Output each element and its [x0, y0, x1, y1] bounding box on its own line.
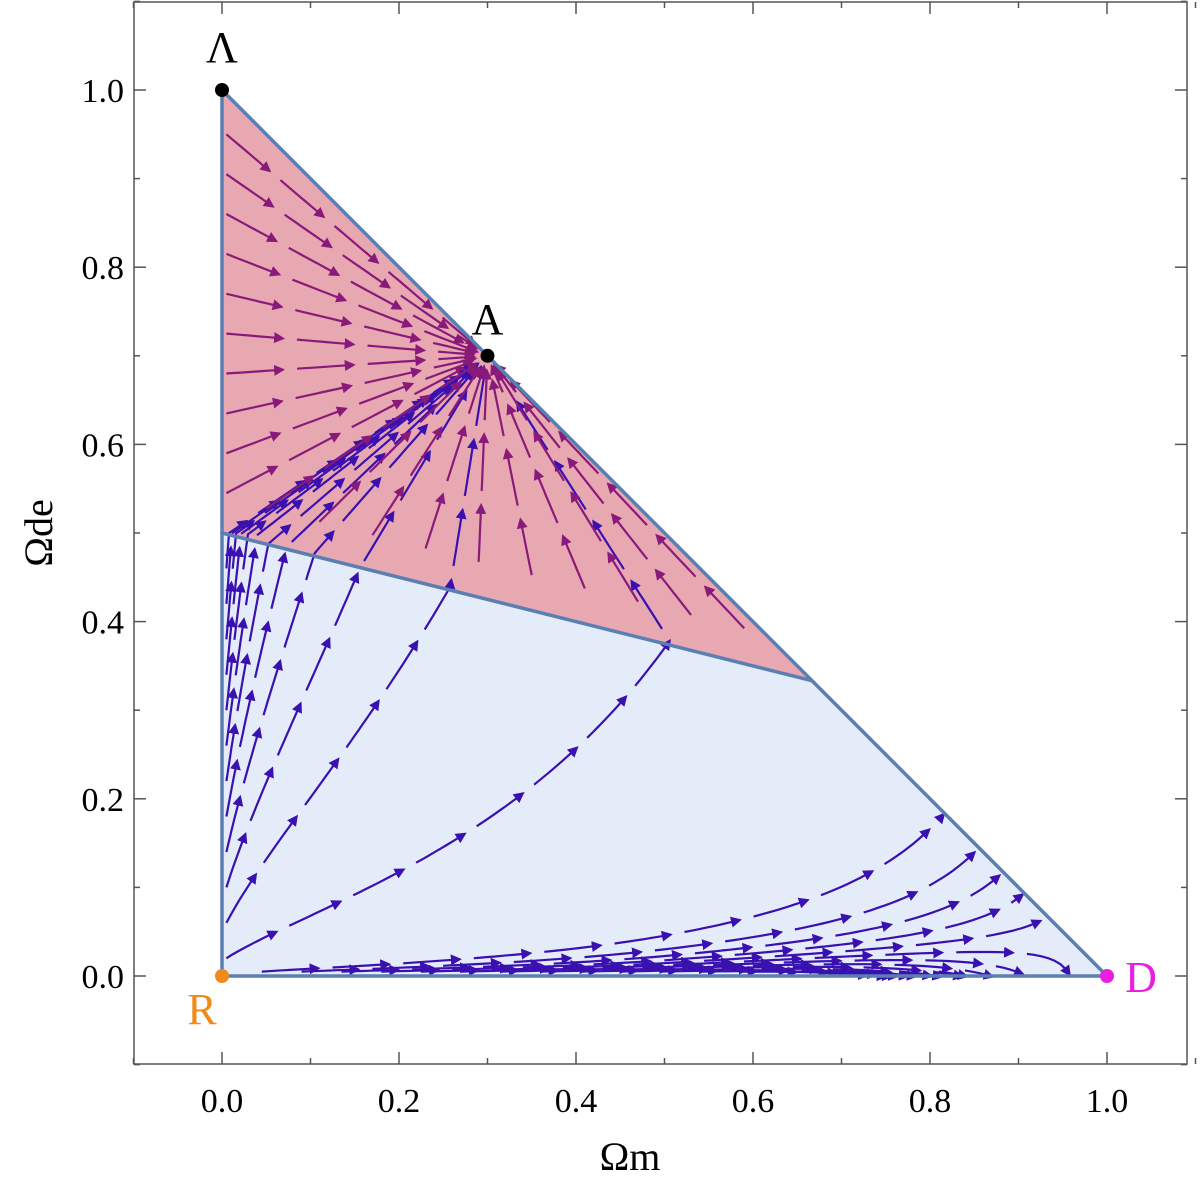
x-tick-label: 1.0 [1086, 1083, 1129, 1120]
critical-point-marker [215, 969, 229, 983]
x-tick-label: 0.8 [909, 1083, 952, 1120]
x-tick-label: 0.0 [201, 1083, 244, 1120]
critical-point-marker [1100, 969, 1114, 983]
y-tick-label: 0.4 [82, 605, 125, 642]
y-axis-title: Ωde [16, 499, 61, 566]
x-tick-label: 0.6 [732, 1083, 775, 1120]
y-tick-label: 0.0 [82, 959, 125, 996]
x-tick-label: 0.4 [555, 1083, 598, 1120]
x-tick-label: 0.2 [378, 1083, 421, 1120]
stream-arrow [753, 965, 810, 966]
critical-point-marker [481, 349, 495, 363]
critical-point-label: Λ [206, 23, 238, 72]
y-tick-label: 0.8 [82, 250, 125, 287]
y-tick-label: 0.2 [82, 782, 125, 819]
stream-arrow [956, 952, 1013, 953]
x-axis-title: Ωm [600, 1134, 661, 1179]
critical-point-label: D [1125, 953, 1157, 1002]
critical-point-label: A [472, 295, 504, 344]
stream-arrow [855, 960, 912, 961]
y-tick-label: 0.6 [82, 427, 125, 464]
critical-point-label: R [187, 985, 217, 1034]
critical-point-marker [215, 83, 229, 97]
y-tick-label: 1.0 [82, 73, 125, 110]
